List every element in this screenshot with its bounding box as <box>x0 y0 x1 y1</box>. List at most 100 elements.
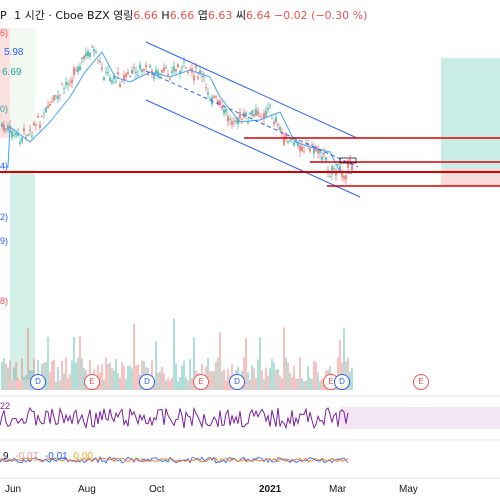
candle-body <box>269 105 271 107</box>
volume-bar <box>351 367 353 390</box>
candle-body <box>149 65 151 68</box>
position-box <box>339 157 357 164</box>
volume-bar <box>249 379 251 390</box>
oscillator-pane <box>0 406 349 430</box>
volume-bar <box>75 362 77 390</box>
x-axis-label: 2021 <box>259 484 282 495</box>
candle-body <box>239 112 241 119</box>
volume-bar <box>269 367 271 390</box>
volume-bar <box>193 337 195 390</box>
low-label: 엽 <box>197 9 208 22</box>
channel-upper-line <box>145 41 358 139</box>
volume-bar <box>297 378 299 390</box>
candle-body <box>293 142 295 146</box>
candle-body <box>83 55 85 59</box>
volume-bar <box>271 358 273 390</box>
dividend-event-marker[interactable]: D <box>334 374 350 390</box>
trend-channel <box>145 41 361 198</box>
volume-bar <box>185 377 187 390</box>
candle-body <box>99 61 101 63</box>
candle-body <box>289 139 291 141</box>
volume-bar <box>263 378 265 390</box>
candle-body <box>73 67 75 75</box>
moving-average-line <box>2 51 353 175</box>
candle-body <box>133 67 135 69</box>
volume-bar <box>177 381 179 390</box>
candle-body <box>101 67 103 70</box>
volume-bar <box>189 359 191 390</box>
candle-body <box>225 109 227 113</box>
volume-bar <box>61 360 63 390</box>
dividend-event-marker[interactable]: D <box>30 374 46 390</box>
close-label: 씨 <box>235 9 246 22</box>
macd-value: 0.00 <box>73 451 93 462</box>
candle-body <box>23 128 25 132</box>
volume-bar <box>81 358 83 390</box>
volume-bar <box>343 327 345 390</box>
volume-bar <box>251 365 253 390</box>
candle-body <box>341 170 343 178</box>
candle-body <box>259 115 261 117</box>
candlestick-series <box>1 44 353 185</box>
candle-body <box>75 69 77 71</box>
stop-zone <box>0 28 10 138</box>
candle-body <box>319 150 321 154</box>
candle-body <box>267 107 269 110</box>
volume-bar <box>13 367 15 390</box>
volume-bar <box>63 373 65 390</box>
symbol-fragment[interactable]: P <box>0 9 7 22</box>
volume-bar <box>171 377 173 390</box>
volume-bar <box>259 336 261 390</box>
earnings-event-marker[interactable]: E <box>193 374 209 390</box>
horizontal-levels <box>0 137 500 187</box>
candle-body <box>205 87 207 89</box>
volume-bar <box>213 371 215 390</box>
volume-bar <box>107 364 109 390</box>
candle-body <box>71 79 73 84</box>
candle-body <box>285 132 287 139</box>
channel-lower-line <box>145 99 361 198</box>
candle-body <box>165 67 167 69</box>
candle-body <box>277 124 279 126</box>
candle-body <box>337 164 339 166</box>
volume-bar <box>119 377 121 390</box>
candle-body <box>65 82 67 85</box>
candle-body <box>327 169 329 173</box>
candle-body <box>55 95 57 97</box>
candle-body <box>321 156 323 161</box>
candle-body <box>263 112 265 119</box>
volume-bar <box>157 372 159 390</box>
oscillator-level-label: 22 <box>0 401 11 411</box>
candle-body <box>223 109 225 114</box>
candle-body <box>67 83 69 85</box>
volume-bar <box>27 327 29 390</box>
volume-bar <box>287 362 289 390</box>
dividend-event-marker[interactable]: D <box>139 374 155 390</box>
volume-bar <box>267 375 269 390</box>
candle-body <box>187 71 189 73</box>
candle-body <box>325 157 327 161</box>
earnings-event-marker[interactable]: E <box>84 374 100 390</box>
interval-label[interactable]: 1 시간 <box>14 9 45 22</box>
macd-label: 9 <box>3 451 9 462</box>
macd-value: -0.07 <box>15 451 39 462</box>
volume-bar <box>49 371 51 390</box>
price-label: 4) <box>0 161 9 171</box>
earnings-event-marker[interactable]: E <box>413 374 429 390</box>
symbol-header: P 1 시간 · Cboe BZX 영링6.66 H6.66 엽6.63 씨6.… <box>0 9 368 22</box>
candle-body <box>35 124 37 126</box>
candle-body <box>5 128 7 130</box>
x-axis-label: May <box>399 484 418 495</box>
candle-body <box>253 114 255 117</box>
dividend-event-marker[interactable]: D <box>229 374 245 390</box>
oscillator-band <box>340 407 500 429</box>
exchange-label: Cboe BZX <box>55 9 110 22</box>
x-axis-label: Oct <box>149 484 165 495</box>
oscillator-line <box>0 406 349 430</box>
volume-bar <box>59 380 61 390</box>
volume-bar <box>253 368 255 390</box>
volume-bar <box>135 365 137 390</box>
target-zone <box>441 58 500 168</box>
volume-bar <box>1 361 3 390</box>
